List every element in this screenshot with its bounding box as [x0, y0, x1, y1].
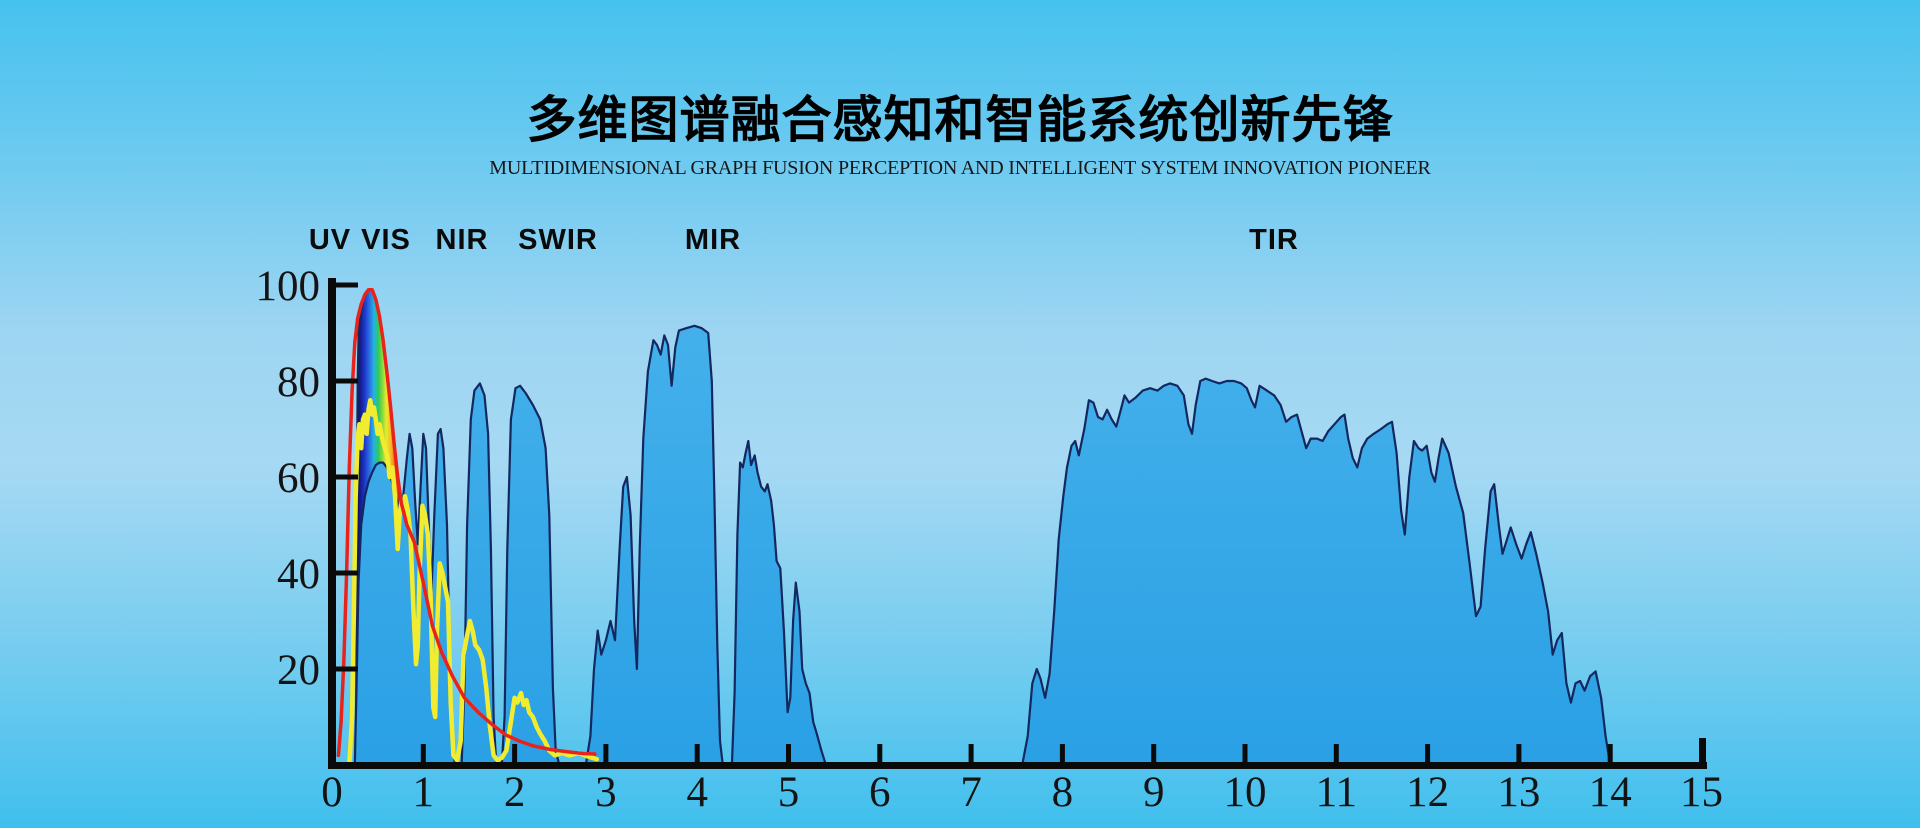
surface-solar-spectrum [347, 397, 600, 768]
band-label-vis: VIS [361, 224, 411, 256]
x-tick-15 [1699, 738, 1706, 762]
x-tick-1 [420, 744, 426, 762]
y-tick-label-100: 100 [256, 263, 321, 310]
y-tick-100 [336, 282, 358, 288]
x-tick-13 [1516, 744, 1522, 762]
x-tick-label-13: 13 [1497, 769, 1540, 816]
page-subtitle: MULTIDIMENSIONAL GRAPH FUSION PERCEPTION… [489, 157, 1431, 179]
band-label-mir: MIR [684, 224, 742, 256]
x-tick-label-2: 2 [504, 769, 526, 816]
y-tick-60 [336, 474, 358, 480]
y-tick-80 [336, 378, 358, 384]
x-axis-line [328, 762, 1707, 769]
x-tick-label-14: 14 [1589, 769, 1632, 816]
y-tick-label-40: 40 [277, 551, 320, 598]
x-tick-8 [1059, 744, 1065, 762]
x-tick-7 [968, 744, 974, 762]
x-tick-2 [512, 744, 518, 762]
solar-envelope [336, 288, 597, 758]
y-tick-20 [336, 666, 358, 672]
x-tick-9 [1151, 744, 1157, 762]
x-tick-4 [694, 744, 700, 762]
x-tick-label-1: 1 [413, 769, 435, 816]
x-tick-14 [1607, 744, 1613, 762]
x-tick-label-6: 6 [869, 769, 891, 816]
x-tick-label-9: 9 [1143, 769, 1165, 816]
x-tick-6 [877, 744, 883, 762]
x-tick-5 [786, 744, 791, 762]
x-tick-label-10: 10 [1224, 769, 1267, 816]
atmospheric-transmission [353, 324, 1703, 767]
page-title: 多维图谱融合感知和智能系统创新先锋 [526, 92, 1394, 148]
x-tick-3 [603, 744, 609, 762]
y-tick-label-60: 60 [277, 455, 320, 502]
y-axis-line [328, 278, 336, 769]
x-tick-label-0: 0 [321, 769, 343, 816]
x-tick-label-5: 5 [778, 769, 800, 816]
band-label-nir: NIR [435, 224, 489, 256]
axes [328, 278, 1707, 769]
x-tick-label-12: 12 [1406, 769, 1449, 816]
y-tick-label-20: 20 [277, 647, 320, 694]
band-label-uv: UV [308, 224, 352, 256]
x-tick-11 [1333, 744, 1339, 762]
x-tick-10 [1242, 744, 1248, 762]
band-label-swir: SWIR [518, 224, 598, 256]
x-tick-label-11: 11 [1316, 769, 1357, 816]
y-tick-label-80: 80 [277, 359, 320, 406]
x-tick-label-8: 8 [1052, 769, 1074, 816]
band-label-tir: TIR [1249, 224, 1299, 256]
y-tick-40 [336, 570, 358, 576]
x-tick-label-15: 15 [1680, 769, 1723, 816]
x-tick-label-7: 7 [960, 769, 982, 816]
x-tick-label-3: 3 [595, 769, 617, 816]
x-tick-12 [1425, 744, 1431, 762]
x-tick-label-4: 4 [686, 769, 708, 816]
